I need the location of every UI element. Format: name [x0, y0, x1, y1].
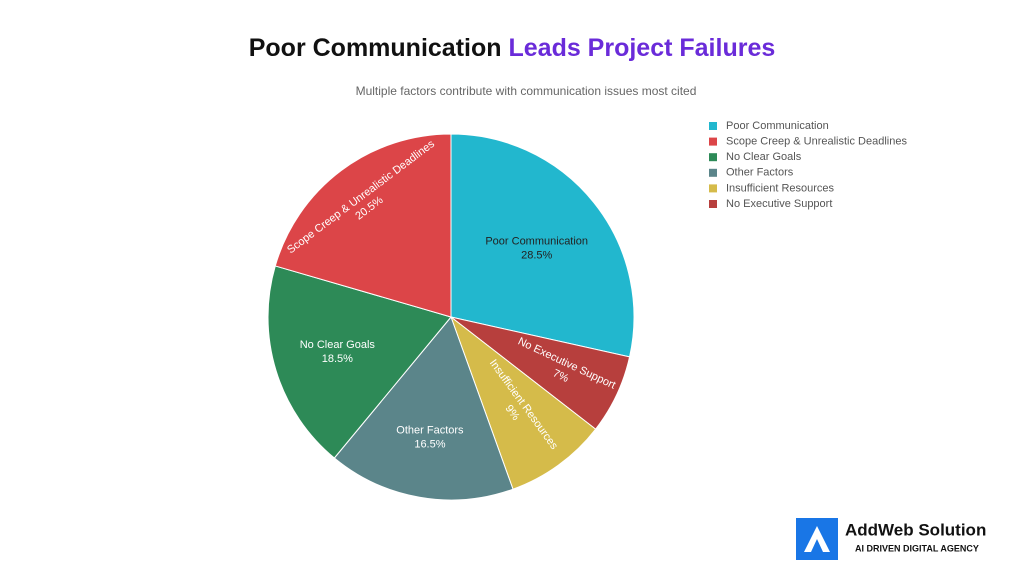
legend-label: No Executive Support: [726, 198, 832, 210]
slice-label-name: Other Factors: [396, 425, 464, 437]
pie-slice: [449, 315, 597, 490]
slice-label: No Clear Goals 18.5%: [300, 339, 376, 365]
chart-title: Poor Communication Leads Project Failure…: [249, 34, 776, 62]
legend-swatch: [709, 153, 717, 162]
legend-entry[interactable]: Other Factors: [709, 167, 794, 179]
legend-entry[interactable]: Poor Communication: [709, 120, 829, 132]
legend-swatch: [709, 168, 717, 177]
legend-label: Poor Communication: [726, 120, 829, 132]
slice-label: Other Factors 16.5%: [396, 425, 464, 451]
legend-label: Other Factors: [726, 167, 794, 179]
pie-slice: [267, 265, 452, 459]
slice-label-value: 28.5%: [521, 249, 552, 261]
legend-entry[interactable]: No Clear Goals: [709, 151, 802, 163]
legend-swatch: [709, 137, 717, 146]
pie-slice: [333, 316, 514, 501]
pie-slice: [450, 133, 635, 358]
title-part: Leads Project Failures: [508, 34, 775, 62]
slice-label-name: Poor Communication: [485, 235, 588, 247]
slice-label-name: No Clear Goals: [300, 339, 376, 351]
pie-slice: [274, 133, 452, 318]
legend-entry[interactable]: Insufficient Resources: [709, 182, 835, 194]
legend-entry[interactable]: Scope Creep & Unrealistic Deadlines: [709, 136, 907, 148]
slice-label: Poor Communication 28.5%: [485, 235, 588, 261]
legend-swatch: [709, 200, 717, 208]
legend-label: No Clear Goals: [726, 151, 802, 163]
legend-entry[interactable]: No Executive Support: [709, 198, 832, 210]
legend-swatch: [709, 184, 717, 193]
slice-label-value: 16.5%: [414, 439, 445, 451]
brand-tagline: AI DRIVEN DIGITAL AGENCY: [855, 543, 979, 553]
slice-label-value: 18.5%: [322, 353, 353, 365]
subtitle: Multiple factors contribute with communi…: [356, 84, 697, 98]
brand-name: AddWeb Solution: [845, 520, 986, 539]
legend-label: Scope Creep & Unrealistic Deadlines: [726, 136, 907, 148]
title-part: Poor Communication: [249, 34, 502, 62]
legend-label: Insufficient Resources: [726, 182, 835, 194]
logo: AddWeb Solution AI DRIVEN DIGITAL AGENCY: [796, 518, 986, 560]
legend-swatch: [709, 122, 717, 130]
logo-glyph: [804, 526, 830, 552]
